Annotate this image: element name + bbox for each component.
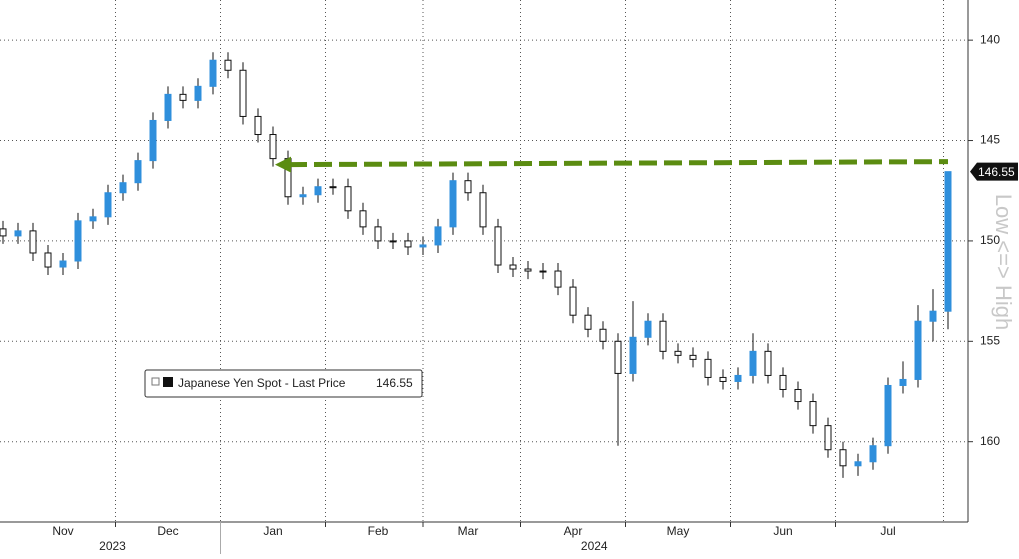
candle-body <box>299 194 307 198</box>
candle-body <box>779 374 787 390</box>
x-tick-label: Dec <box>157 524 178 538</box>
legend-toggle <box>151 377 160 386</box>
x-tick-label: Mar <box>458 524 479 538</box>
candle-body <box>689 354 697 360</box>
candle-body <box>884 384 892 447</box>
candle-body <box>119 182 127 194</box>
x-tick-label: Feb <box>368 524 389 538</box>
y-tick-label: 140 <box>980 32 1000 46</box>
candle-body <box>629 336 637 374</box>
last-price-tag <box>970 162 1018 181</box>
candle-body <box>764 350 772 376</box>
candle-body <box>239 69 247 117</box>
candle-body <box>464 180 472 194</box>
x-tick-label: Jan <box>263 524 282 538</box>
candle-body <box>44 252 52 268</box>
candle-body <box>899 378 907 386</box>
candle-body <box>389 240 397 243</box>
candle-body <box>734 374 742 382</box>
candle-body <box>14 230 22 237</box>
annotation-arrowhead <box>275 156 291 173</box>
candle-body <box>659 320 667 352</box>
y-tick-label: 150 <box>980 233 1000 247</box>
candle-body <box>89 216 97 222</box>
candle-body <box>839 449 847 467</box>
candle-body <box>149 119 157 162</box>
x-tick-label: May <box>667 524 690 538</box>
legend-label: Japanese Yen Spot - Last Price <box>178 376 346 390</box>
y-tick-label: 160 <box>980 434 1000 448</box>
candle-body <box>104 192 112 218</box>
candle-body <box>569 286 577 316</box>
y-tick-label: 145 <box>980 133 1000 147</box>
candle-body <box>749 350 757 376</box>
candle-body <box>224 59 232 71</box>
candle-body <box>494 226 502 266</box>
x-tick-label: Jul <box>880 524 895 538</box>
candle-body <box>74 220 82 262</box>
candle-body <box>374 226 382 242</box>
candle-body <box>944 171 952 312</box>
year-label: 2024 <box>581 539 608 553</box>
candle-body <box>539 270 547 273</box>
candle-body <box>809 401 817 427</box>
candle-body <box>644 320 652 338</box>
candle-body <box>194 85 202 101</box>
candle-body <box>134 160 142 184</box>
y-axis-label: Low <=> High <box>991 194 1016 330</box>
x-tick-label: Nov <box>52 524 73 538</box>
candle-body <box>404 240 412 248</box>
candle-body <box>59 260 67 268</box>
candle-body <box>359 210 367 228</box>
candle-body <box>824 425 832 451</box>
candle-body <box>869 445 877 463</box>
candle-body <box>419 244 427 248</box>
candle-body <box>674 350 682 356</box>
candle-body <box>0 228 7 237</box>
candle-body <box>29 230 37 254</box>
legend-swatch <box>163 377 173 387</box>
candle-body <box>254 115 262 136</box>
candle-body <box>584 314 592 330</box>
x-tick-label: Apr <box>564 524 583 538</box>
candle-body <box>449 180 457 228</box>
candle-body <box>854 461 862 467</box>
candle-body <box>164 93 172 121</box>
candle-body <box>479 192 487 228</box>
legend-value: 146.55 <box>376 376 413 390</box>
candle-body <box>914 320 922 380</box>
candle-body <box>314 186 322 196</box>
x-tick-label: Jun <box>773 524 792 538</box>
candle-body <box>509 264 517 270</box>
year-label: 2023 <box>99 539 126 553</box>
legend: Japanese Yen Spot - Last Price 146.55 <box>144 369 423 398</box>
candle-body <box>524 268 532 272</box>
candle-body <box>344 186 352 212</box>
candle-body <box>179 93 187 101</box>
legend-box <box>144 369 423 398</box>
annotation-arrow <box>288 159 949 168</box>
candle-body <box>794 388 802 403</box>
candle-body <box>614 340 622 374</box>
candle-body <box>269 134 277 160</box>
last-price-label: 146.55 <box>978 165 1015 179</box>
candle-body <box>929 310 937 322</box>
candle-body <box>329 186 337 189</box>
candle-body <box>434 226 442 246</box>
candle-body <box>704 358 712 378</box>
candle-body <box>554 270 562 288</box>
candle-body <box>209 59 217 87</box>
candle-body <box>719 376 727 382</box>
candle-body <box>599 328 607 342</box>
y-tick-label: 155 <box>980 333 1000 347</box>
